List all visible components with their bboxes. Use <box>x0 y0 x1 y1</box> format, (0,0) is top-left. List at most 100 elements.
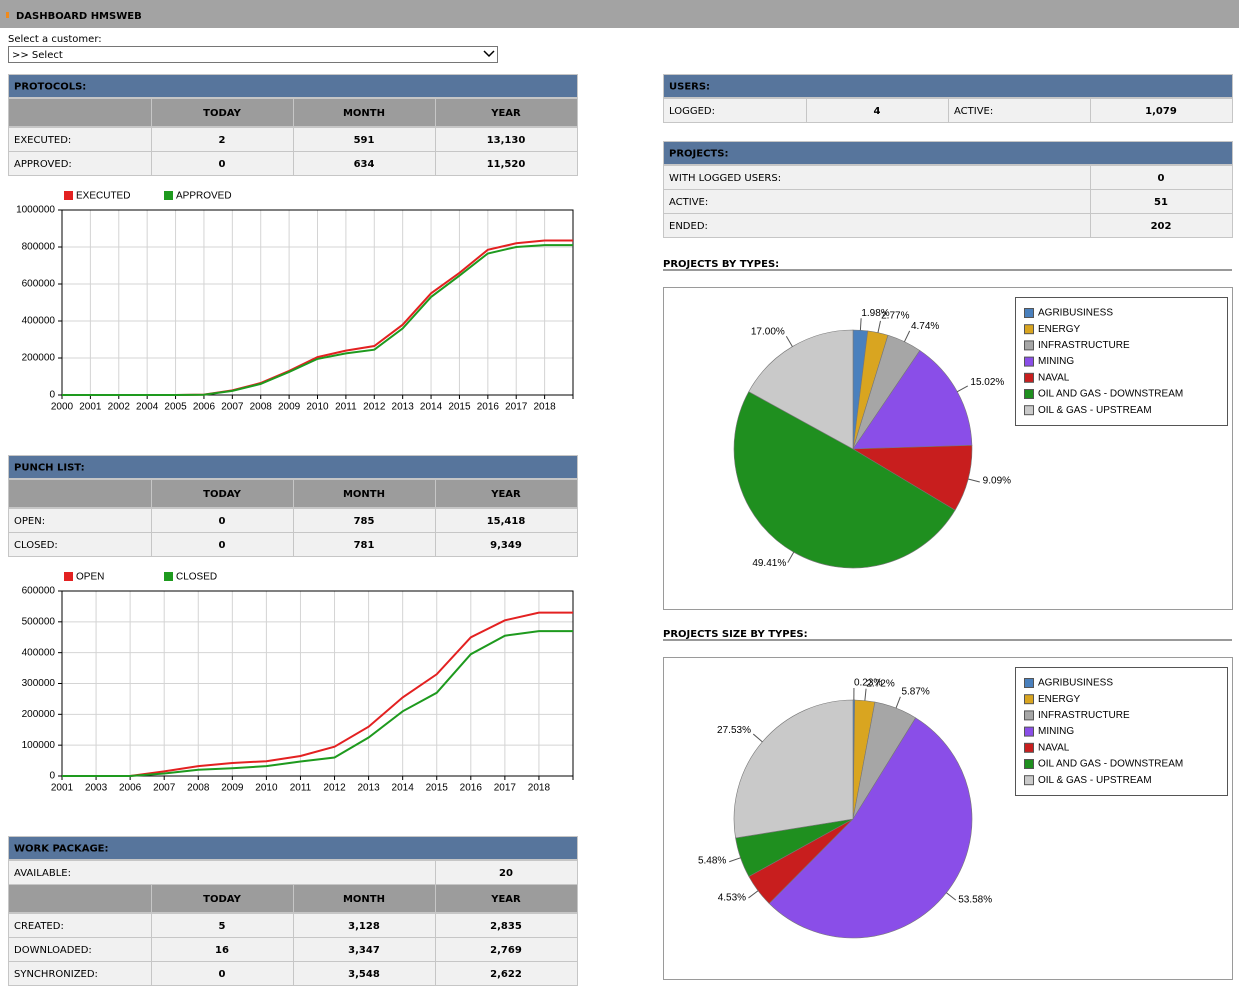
cell <box>151 913 294 938</box>
section-title-bar <box>8 836 578 860</box>
cell <box>435 127 578 152</box>
select-box[interactable] <box>8 46 498 63</box>
section-title-bar <box>8 455 578 479</box>
row-label: WITH LOGGED USERS: <box>669 173 781 184</box>
x-tick-label: 2013 <box>392 402 415 413</box>
legend-swatch <box>64 191 73 200</box>
legend-swatch <box>1024 308 1034 318</box>
legend-label: OIL AND GAS - DOWNSTREAM <box>1038 759 1183 770</box>
legend-label: OIL AND GAS - DOWNSTREAM <box>1038 389 1183 400</box>
pie-label: 4.74% <box>911 321 939 332</box>
row-label: APPROVED: <box>14 159 72 170</box>
pie-label: 1.98% <box>861 308 889 319</box>
legend-label: INFRASTRUCTURE <box>1038 710 1130 721</box>
cell-value: 202 <box>1151 221 1172 232</box>
x-tick-label: 2004 <box>136 402 159 413</box>
header-title: DASHBOARD HMSWEB <box>16 11 142 22</box>
x-tick-label: 2008 <box>187 783 210 794</box>
column-header: MONTH <box>343 108 385 119</box>
y-tick-label: 300000 <box>22 678 56 689</box>
cell-value: 2,835 <box>490 921 522 932</box>
cell-value: 781 <box>354 540 375 551</box>
cell <box>435 532 578 557</box>
header-cell <box>435 98 578 127</box>
cell <box>293 151 436 176</box>
cell-value: 5 <box>219 921 226 932</box>
chart-title: PROJECTS SIZE BY TYPES: <box>663 629 808 640</box>
leader-line <box>859 318 862 331</box>
legend-swatch <box>1024 678 1034 688</box>
y-tick-label: 100000 <box>22 740 56 751</box>
legend-swatch <box>1024 405 1034 416</box>
pie-slice <box>733 391 956 569</box>
x-tick-label: 2003 <box>85 783 108 794</box>
section-title-bar <box>663 74 1233 98</box>
leader-line <box>895 696 901 709</box>
legend-label: ENERGY <box>1038 324 1081 335</box>
x-tick-label: 2015 <box>426 783 449 794</box>
legend-box <box>1015 667 1228 796</box>
cell <box>8 913 152 938</box>
legend-label: EXECUTED <box>76 191 130 202</box>
y-tick-label: 0 <box>49 390 55 401</box>
cell-value: 1,079 <box>1145 106 1177 117</box>
column-header: TODAY <box>203 489 241 500</box>
x-tick-label: 2010 <box>255 783 278 794</box>
leader-line <box>748 890 759 899</box>
row-label: CLOSED: <box>14 540 58 551</box>
section-title: USERS: <box>669 82 710 93</box>
y-tick-label: 600000 <box>22 586 56 597</box>
legend-label: OIL & GAS - UPSTREAM <box>1038 775 1152 786</box>
cell <box>1090 213 1233 238</box>
y-tick-label: 500000 <box>22 616 56 627</box>
x-tick-label: 2015 <box>448 402 471 413</box>
select-chevron <box>483 50 495 58</box>
legend-swatch <box>1024 389 1034 399</box>
section-title: WORK PACKAGE: <box>14 844 108 855</box>
legend-box <box>1015 297 1228 426</box>
cell-value: 11,520 <box>487 159 526 170</box>
pie-label: 17.00% <box>751 326 785 337</box>
cell <box>8 961 152 986</box>
x-tick-label: 2001 <box>79 402 102 413</box>
leader-line <box>968 478 980 483</box>
pie-label: 9.09% <box>983 475 1011 486</box>
cell <box>151 532 294 557</box>
section-title-bar <box>663 141 1233 165</box>
series-line <box>62 630 573 777</box>
cell <box>293 913 436 938</box>
leader-line <box>729 857 741 863</box>
y-tick-label: 600000 <box>22 279 56 290</box>
section-title-bar <box>8 74 578 98</box>
row-label: AVAILABLE: <box>14 868 71 879</box>
plot-border <box>61 590 574 777</box>
cell <box>435 961 578 986</box>
cell <box>948 98 1091 123</box>
header-cell <box>293 884 436 913</box>
pie-slice <box>733 699 854 839</box>
column-header: YEAR <box>490 489 521 500</box>
header-cell <box>435 479 578 508</box>
row-label: SYNCHRONIZED: <box>14 969 98 980</box>
chart-title: PROJECTS BY TYPES: <box>663 259 779 270</box>
leader-line <box>877 320 881 333</box>
section-title: PROTOCOLS: <box>14 82 86 93</box>
plot-border <box>61 209 574 396</box>
column-header: MONTH <box>343 489 385 500</box>
legend-label: NAVAL <box>1038 742 1070 753</box>
pie-slice <box>748 329 854 450</box>
legend-label: OPEN <box>76 572 104 583</box>
pie-slice <box>768 717 973 939</box>
legend-swatch <box>1024 694 1034 705</box>
legend-swatch <box>1024 372 1034 383</box>
leader-line <box>785 335 793 347</box>
pie-label: 53.58% <box>958 895 992 906</box>
legend-swatch <box>1024 324 1034 335</box>
legend-swatch <box>1024 775 1034 786</box>
legend-label: AGRIBUSINESS <box>1038 678 1113 689</box>
cell-value: 20 <box>499 868 513 879</box>
legend-swatch <box>1024 726 1034 737</box>
cell <box>293 532 436 557</box>
row-label: ENDED: <box>669 221 708 232</box>
